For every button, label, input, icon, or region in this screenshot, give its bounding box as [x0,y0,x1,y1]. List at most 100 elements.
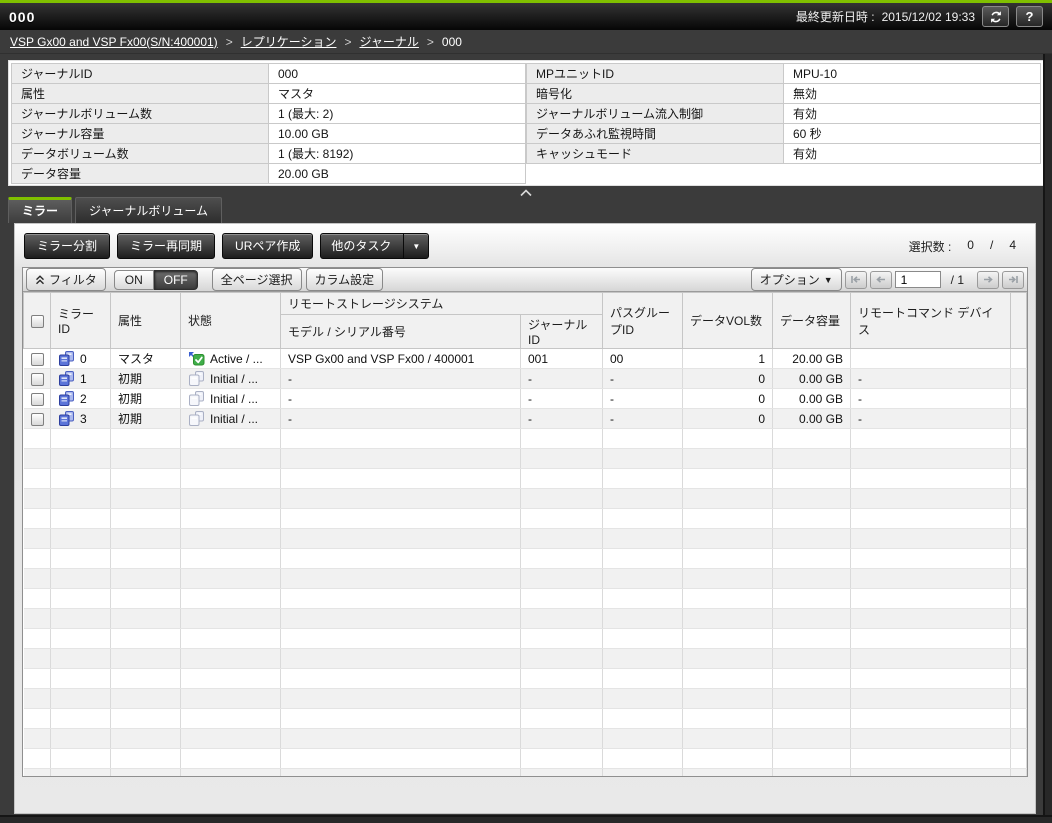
title-bar: 000 最終更新日時 : 2015/12/02 19:33 ? [0,3,1052,30]
mirror-split-button[interactable]: ミラー分割 [24,233,111,259]
empty-row [23,748,1027,769]
summary-value: 10.00 GB [268,123,526,144]
remote-model-serial: - [280,368,521,389]
column-header-journal-id[interactable]: ジャーナルID [520,314,603,349]
column-header-path-group-id[interactable]: パスグループID [602,292,683,349]
mirror-resync-button[interactable]: ミラー再同期 [117,233,216,259]
column-header-data-vol-count[interactable]: データVOL数 [682,292,773,349]
last-page-button[interactable] [1002,270,1024,289]
empty-row [23,588,1027,609]
mirror-status: Initial / ... [210,411,259,426]
filter-button[interactable]: フィルタ [26,268,106,291]
summary-value: 20.00 GB [268,163,526,184]
mirror-pair-icon [58,391,75,406]
summary-value: 1 (最大: 8192) [268,143,526,164]
other-tasks-button[interactable]: 他のタスク ▼ [320,233,430,259]
mirror-tab-panel: ミラー分割 ミラー再同期 URペア作成 他のタスク ▼ 選択数 : 0 / 4 [14,223,1036,814]
summary-row: データ容量 20.00 GB [11,163,526,184]
row-checkbox[interactable] [30,412,44,426]
previous-page-button[interactable] [869,270,892,289]
summary-row: データあふれ監視時間 60 秒 [526,123,1041,144]
window-frame-right [1043,54,1052,823]
options-button[interactable]: オプション ▼ [750,268,842,291]
tab-journal-volume[interactable]: ジャーナルボリューム [75,197,223,223]
chevron-down-icon: ▼ [823,274,833,285]
mirror-id: 0 [80,351,87,366]
empty-row [23,468,1027,489]
table-row[interactable]: 1 初期 Initial / ... - - -0 0.00 GB - [23,368,1027,389]
window-frame-bottom [0,815,1052,823]
create-ur-pair-button[interactable]: URペア作成 [222,233,314,259]
row-checkbox[interactable] [30,372,44,386]
data-capacity: 0.00 GB [772,408,851,429]
empty-row [23,768,1027,776]
breadcrumb-item[interactable]: ジャーナル [359,35,419,49]
refresh-button[interactable] [982,6,1009,27]
summary-row: ジャーナル容量 10.00 GB [11,123,526,144]
mirror-grid: フィルタ ON OFF 全ページ選択 カラム設定 オプション ▼ [22,267,1028,777]
empty-row [23,708,1027,729]
summary-value: 1 (最大: 2) [268,103,526,124]
column-settings-button[interactable]: カラム設定 [305,268,384,291]
data-vol-count: 0 [682,408,773,429]
summary-label: キャッシュモード [526,143,784,164]
mirror-attribute: マスタ [110,348,181,369]
data-capacity: 0.00 GB [772,388,851,409]
empty-row [23,488,1027,509]
table-row[interactable]: 2 初期 Initial / ... - - -0 0.00 GB - [23,388,1027,409]
breadcrumb-item[interactable]: レプリケーション [240,35,337,49]
summary-label: データあふれ監視時間 [526,123,784,144]
page-number-input[interactable] [894,271,941,288]
mirror-status: Active / ... [210,351,263,366]
mirror-status: Initial / ... [210,391,259,406]
column-group-remote-storage: リモートストレージシステム [280,292,603,315]
remote-journal-id: - [520,388,603,409]
collapse-summary-button[interactable] [0,186,1052,199]
remote-model-serial: - [280,408,521,429]
breadcrumb-item[interactable]: VSP Gx00 and VSP Fx00(S/N:400001) [10,34,218,49]
journal-summary-panel: ジャーナルID 000 属性 マスタ ジャーナルボリューム数 1 (最大: 2) ジャーナル… [8,60,1044,186]
path-group-id: - [602,408,683,429]
summary-value: 有効 [783,143,1041,164]
initial-status-icon [188,391,205,406]
breadcrumb-separator: > [344,34,352,49]
breadcrumb: VSP Gx00 and VSP Fx00(S/N:400001) > レプリケーシ… [0,30,1052,54]
first-page-icon [851,276,861,283]
column-header-mirror-id[interactable]: ミラーID [50,292,111,349]
table-row[interactable]: 0 マスタ Active / ... VSP Gx00 and VSP Fx00 / … [23,348,1027,369]
summary-value: MPU-10 [783,63,1041,84]
select-all-pages-button[interactable]: 全ページ選択 [211,268,302,291]
summary-value: 無効 [783,83,1041,104]
initial-status-icon [188,371,205,386]
column-header-data-capacity[interactable]: データ容量 [772,292,851,349]
summary-label: ジャーナルボリューム数 [11,103,269,124]
select-all-checkbox[interactable] [31,314,44,328]
mirror-id: 2 [80,391,87,406]
remote-command-device: - [850,388,1011,409]
first-page-button[interactable] [844,270,867,289]
help-button[interactable]: ? [1016,6,1043,27]
path-group-id: - [602,368,683,389]
mirror-attribute: 初期 [110,408,181,429]
chevron-down-icon: ▼ [403,234,428,258]
data-capacity: 20.00 GB [772,348,851,369]
tab-mirror[interactable]: ミラー [8,197,73,223]
column-header-status[interactable]: 状態 [180,292,281,349]
table-row[interactable]: 3 初期 Initial / ... - - -0 0.00 GB - [23,408,1027,429]
filter-off-button[interactable]: OFF [153,269,198,290]
column-header-model-serial[interactable]: モデル / シリアル番号 [280,314,521,349]
filter-on-button[interactable]: ON [113,269,154,290]
row-checkbox[interactable] [30,392,44,406]
column-header-remote-command-device[interactable]: リモートコマンド デバイス [850,292,1011,349]
summary-value: 60 秒 [783,123,1041,144]
active-status-icon [188,351,205,366]
refresh-icon [990,10,1001,23]
column-header-attribute[interactable]: 属性 [110,292,181,349]
next-page-button[interactable] [977,270,999,289]
column-header-filler [1010,292,1027,349]
summary-row: キャッシュモード 有効 [526,143,1041,164]
remote-journal-id: - [520,368,603,389]
row-checkbox[interactable] [30,352,44,366]
empty-row [23,428,1027,449]
